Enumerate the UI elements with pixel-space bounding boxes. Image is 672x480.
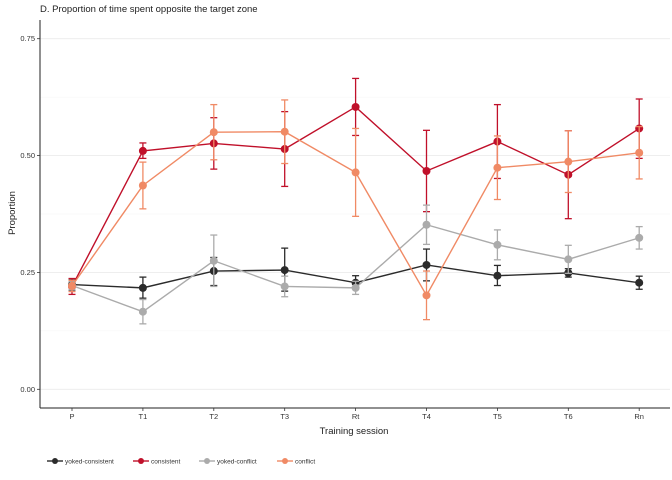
data-point bbox=[280, 127, 289, 136]
series-conflict bbox=[68, 99, 644, 321]
data-point bbox=[422, 166, 431, 175]
legend-marker bbox=[52, 458, 58, 464]
axes bbox=[37, 20, 670, 411]
x-tick-label: P bbox=[69, 412, 74, 421]
data-point bbox=[493, 271, 502, 280]
data-point bbox=[280, 266, 289, 275]
legend-label: conflict bbox=[295, 458, 315, 465]
x-tick-labels: P T1 T2 T3 Rt T4 T5 T6 Rn bbox=[69, 412, 644, 421]
legend-label: yoked-consistent bbox=[65, 458, 114, 465]
x-tick-label: T1 bbox=[139, 412, 148, 421]
chart-title: D. Proportion of time spent opposite the… bbox=[40, 4, 258, 15]
data-point bbox=[493, 240, 502, 249]
data-point bbox=[635, 233, 644, 242]
data-point bbox=[138, 307, 147, 316]
series-line bbox=[71, 223, 640, 313]
data-point bbox=[68, 281, 76, 290]
y-tick-label: 0.25 bbox=[20, 268, 35, 277]
data-point bbox=[138, 146, 147, 155]
legend-label: consistent bbox=[151, 458, 180, 465]
x-tick-label: T3 bbox=[280, 412, 289, 421]
data-point bbox=[564, 157, 573, 166]
series-yoked-conflict bbox=[68, 204, 644, 325]
data-point bbox=[351, 283, 360, 292]
data-point bbox=[635, 148, 644, 157]
data-point bbox=[635, 278, 644, 287]
y-tick-label: 0.50 bbox=[20, 151, 35, 160]
data-point bbox=[422, 260, 431, 269]
data-point bbox=[280, 282, 289, 291]
x-tick-label: T6 bbox=[564, 412, 573, 421]
x-tick-label: T2 bbox=[209, 412, 218, 421]
legend-label: yoked-conflict bbox=[217, 458, 257, 465]
y-tick-label: 0.75 bbox=[20, 34, 35, 43]
legend-marker bbox=[204, 458, 210, 464]
x-tick-label: Rn bbox=[634, 412, 644, 421]
y-tick-label: 0.00 bbox=[20, 385, 35, 394]
legend-item-conflict: conflict bbox=[277, 458, 315, 465]
data-point bbox=[351, 168, 360, 177]
data-point bbox=[138, 181, 147, 190]
x-axis-title: Training session bbox=[320, 426, 389, 437]
x-tick-label: Rt bbox=[352, 412, 360, 421]
legend-marker bbox=[138, 458, 144, 464]
data-point bbox=[138, 283, 147, 292]
legend-item-yoked-conflict: yoked-conflict bbox=[199, 458, 257, 465]
data-point bbox=[564, 255, 573, 264]
data-point bbox=[422, 291, 431, 300]
series-group bbox=[68, 77, 644, 325]
x-tick-label: T5 bbox=[493, 412, 502, 421]
y-axis-title: Proportion bbox=[7, 191, 18, 235]
data-point bbox=[209, 128, 218, 137]
y-tick-labels: 0.00 0.25 0.50 0.75 bbox=[20, 34, 35, 394]
data-point bbox=[209, 256, 218, 265]
x-tick-label: T4 bbox=[422, 412, 431, 421]
data-point bbox=[422, 220, 431, 229]
legend-item-consistent: consistent bbox=[133, 458, 180, 465]
legend-item-yoked-consistent: yoked-consistent bbox=[47, 458, 114, 465]
data-point bbox=[493, 163, 502, 172]
legend-marker bbox=[282, 458, 288, 464]
legend: yoked-consistent consistent yoked-conflict… bbox=[47, 458, 315, 465]
data-point bbox=[351, 102, 360, 111]
